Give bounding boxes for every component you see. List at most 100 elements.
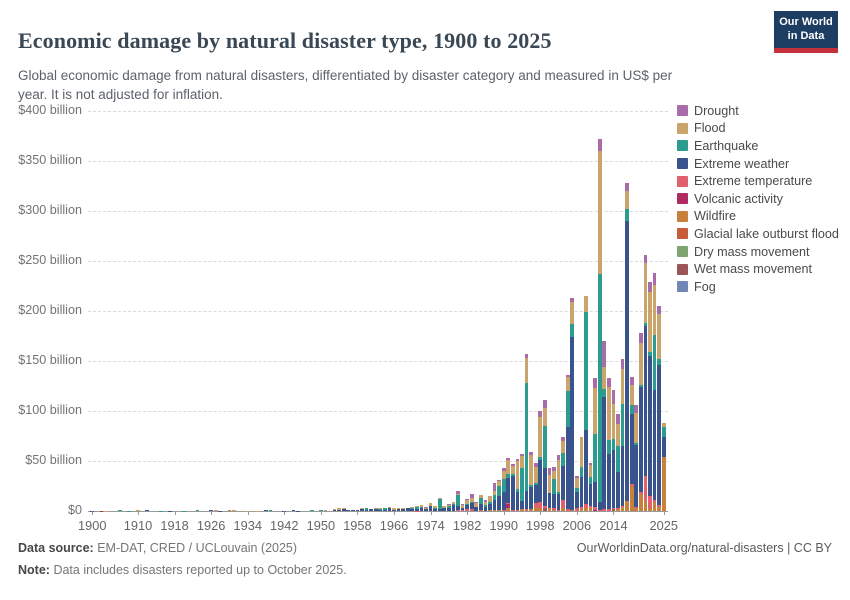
legend-item-glacial-lake-outburst-flood[interactable]: Glacial lake outburst flood	[677, 225, 839, 243]
bar-2008[interactable]	[584, 295, 588, 511]
bar-1985[interactable]	[479, 494, 483, 511]
bar-2014[interactable]	[611, 390, 616, 511]
bar-1984[interactable]	[474, 501, 479, 511]
bar-1972[interactable]	[419, 504, 424, 511]
bar-1927[interactable]	[213, 510, 218, 511]
bar-1930[interactable]	[227, 509, 232, 511]
bar-1944[interactable]	[291, 510, 296, 511]
bar-1956[interactable]	[346, 510, 351, 511]
bar-1982[interactable]	[465, 499, 469, 511]
bar-2022[interactable]	[648, 281, 652, 511]
bar-1955[interactable]	[341, 508, 346, 511]
legend-item-wet-mass-movement[interactable]: Wet mass movement	[677, 260, 839, 278]
bar-1973[interactable]	[424, 506, 428, 511]
legend-item-drought[interactable]: Drought	[677, 102, 839, 120]
bar-2000[interactable]	[547, 467, 552, 511]
bar-1957[interactable]	[351, 510, 355, 511]
bar-1979[interactable]	[451, 502, 456, 511]
bar-1974[interactable]	[428, 503, 433, 511]
bar-1923[interactable]	[195, 509, 200, 511]
bar-1981[interactable]	[460, 503, 465, 511]
bar-2019[interactable]	[634, 404, 639, 511]
bar-1964[interactable]	[383, 507, 387, 511]
bar-2024[interactable]	[657, 305, 661, 511]
bar-1995[interactable]	[524, 354, 529, 511]
bar-1976[interactable]	[437, 497, 442, 511]
bar-1969[interactable]	[405, 507, 410, 511]
bar-2020[interactable]	[639, 332, 643, 511]
bar-2021[interactable]	[643, 254, 648, 511]
owid-link[interactable]: OurWorldinData.org/natural-disasters | C…	[576, 541, 832, 555]
bar-1945[interactable]	[296, 510, 300, 511]
legend-item-wildfire[interactable]: Wildfire	[677, 208, 839, 226]
bar-2002[interactable]	[556, 454, 561, 511]
legend-item-extreme-weather[interactable]: Extreme weather	[677, 155, 839, 173]
legend-item-fog[interactable]: Fog	[677, 278, 839, 296]
bar-1989[interactable]	[497, 479, 501, 511]
bar-1971[interactable]	[415, 506, 419, 511]
bar-2009[interactable]	[588, 463, 593, 511]
bar-1936[interactable]	[255, 510, 259, 511]
bar-1965[interactable]	[387, 507, 392, 511]
owid-logo[interactable]: Our World in Data	[774, 11, 838, 53]
bar-1997[interactable]	[533, 463, 538, 511]
bar-2015[interactable]	[616, 414, 620, 511]
bar-1996[interactable]	[529, 452, 533, 511]
legend-item-flood[interactable]: Flood	[677, 120, 839, 138]
bar-1960[interactable]	[364, 508, 369, 511]
bar-2010[interactable]	[593, 377, 597, 511]
bar-1908[interactable]	[127, 510, 131, 511]
bar-1942[interactable]	[282, 510, 287, 511]
bar-1994[interactable]	[520, 454, 524, 511]
bar-2018[interactable]	[629, 376, 634, 511]
bar-1939[interactable]	[268, 510, 273, 511]
bar-1988[interactable]	[492, 482, 497, 511]
bar-2007[interactable]	[579, 437, 584, 511]
bar-1986[interactable]	[483, 500, 488, 511]
bar-2004[interactable]	[565, 374, 570, 511]
bar-1983[interactable]	[469, 494, 474, 511]
bar-1959[interactable]	[360, 508, 364, 511]
bar-2025[interactable]	[661, 422, 666, 511]
bar-2016[interactable]	[620, 359, 625, 511]
bar-2023[interactable]	[652, 272, 657, 511]
bar-1993[interactable]	[515, 458, 520, 511]
bar-2017[interactable]	[625, 182, 629, 511]
bar-2003[interactable]	[561, 436, 565, 511]
bar-1948[interactable]	[309, 510, 314, 511]
bar-1931[interactable]	[232, 509, 236, 511]
bar-1926[interactable]	[209, 510, 213, 511]
bar-1987[interactable]	[488, 496, 492, 511]
bar-1951[interactable]	[323, 510, 328, 511]
bar-1906[interactable]	[117, 509, 122, 511]
legend-item-volcanic-activity[interactable]: Volcanic activity	[677, 190, 839, 208]
legend-item-dry-mass-movement[interactable]: Dry mass movement	[677, 243, 839, 261]
bar-2005[interactable]	[570, 298, 575, 511]
bar-1958[interactable]	[355, 510, 360, 511]
bar-2001[interactable]	[552, 466, 556, 511]
bar-1954[interactable]	[337, 508, 341, 511]
bar-1967[interactable]	[396, 508, 401, 511]
bar-1961[interactable]	[369, 508, 373, 511]
bar-2013[interactable]	[607, 377, 611, 511]
bar-1920[interactable]	[181, 510, 186, 511]
bar-1934[interactable]	[245, 510, 250, 511]
bar-1968[interactable]	[401, 507, 405, 511]
bar-1938[interactable]	[264, 510, 268, 511]
bar-1977[interactable]	[442, 505, 447, 511]
bar-1998[interactable]	[538, 410, 543, 511]
bar-1912[interactable]	[145, 510, 149, 511]
bar-1978[interactable]	[447, 503, 451, 511]
bar-1991[interactable]	[506, 457, 511, 511]
bar-1963[interactable]	[378, 508, 383, 511]
bar-2012[interactable]	[602, 340, 607, 511]
legend-item-extreme-temperature[interactable]: Extreme temperature	[677, 172, 839, 190]
bar-2006[interactable]	[575, 475, 579, 511]
bar-1990[interactable]	[501, 468, 506, 511]
bar-1999[interactable]	[543, 400, 547, 511]
bar-1970[interactable]	[410, 506, 415, 511]
bar-2011[interactable]	[597, 139, 602, 511]
bar-1966[interactable]	[392, 507, 396, 511]
bar-1910[interactable]	[136, 510, 140, 511]
bar-1980[interactable]	[456, 491, 460, 511]
